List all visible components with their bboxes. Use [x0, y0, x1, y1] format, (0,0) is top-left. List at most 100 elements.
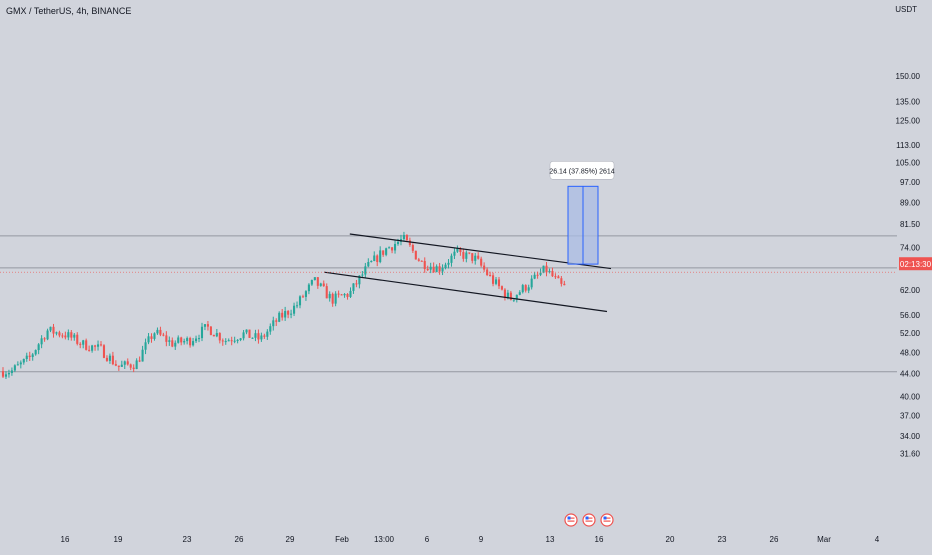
candle-body	[284, 311, 287, 318]
candle-body	[530, 278, 533, 288]
price-tick-label: 48.00	[900, 348, 921, 357]
candle-body	[307, 284, 310, 292]
price-tick-label: 74.00	[900, 243, 921, 252]
candle-body	[328, 293, 331, 299]
candle-body	[135, 360, 138, 370]
candle-body	[108, 355, 111, 361]
candle-body	[227, 340, 230, 342]
candle-body	[310, 280, 313, 285]
candle-body	[367, 262, 370, 267]
channel-upper-trendline[interactable]	[349, 233, 612, 270]
candle-body	[79, 343, 82, 345]
candle-body	[444, 264, 447, 269]
candle-body	[28, 355, 31, 358]
candle-body	[361, 274, 364, 276]
candle-body	[209, 326, 212, 335]
candle-body	[114, 364, 117, 366]
candle-body	[420, 260, 423, 262]
candle-body	[304, 291, 307, 297]
candle-body	[239, 338, 242, 340]
candle-body	[91, 345, 94, 351]
candle-body	[165, 335, 168, 342]
candle-body	[206, 324, 209, 327]
flag-us-icon[interactable]	[600, 513, 614, 527]
candle-body	[215, 333, 218, 337]
candle-body	[46, 330, 49, 340]
price-tick-label: 125.00	[896, 116, 921, 125]
candle-body	[218, 333, 221, 341]
candle-body	[141, 349, 144, 362]
price-tick-label: 62.00	[900, 286, 921, 295]
countdown-label: 02:13:30	[900, 260, 932, 269]
channel-lower-trendline[interactable]	[324, 271, 608, 313]
candle-body	[242, 332, 245, 339]
candle-body	[102, 345, 106, 358]
candle-body	[379, 250, 382, 263]
candle-body	[224, 341, 227, 343]
candle-body	[266, 331, 269, 337]
candle-body	[19, 362, 22, 365]
candle-body	[316, 277, 319, 286]
candle-body	[171, 340, 174, 347]
candle-body	[560, 278, 563, 284]
candle-body	[120, 364, 123, 367]
candle-body	[245, 329, 248, 333]
measure-label-box	[549, 161, 615, 180]
candle-body	[471, 253, 474, 261]
candle-body	[521, 285, 524, 293]
candle-body	[25, 355, 28, 360]
time-tick-label: 13	[546, 535, 555, 544]
time-tick-label: 9	[479, 535, 484, 544]
candle-body	[263, 335, 266, 337]
candle-body	[563, 283, 566, 286]
candle-body	[82, 340, 85, 345]
candle-body	[340, 294, 343, 296]
candle-body	[70, 332, 73, 338]
candle-body	[396, 241, 400, 245]
time-tick-label: Mar	[817, 535, 831, 544]
candle-body	[385, 248, 388, 255]
flag-us-icon[interactable]	[582, 513, 596, 527]
candle-body	[183, 341, 186, 343]
candle-body	[150, 336, 153, 339]
candle-body	[456, 248, 459, 252]
time-tick-label: 16	[61, 535, 70, 544]
candle-body	[512, 299, 515, 301]
candle-body	[85, 340, 88, 350]
candle-body	[343, 294, 346, 296]
candle-body	[334, 293, 337, 304]
candle-body	[248, 329, 251, 338]
candle-body	[393, 244, 397, 251]
candle-body	[269, 326, 272, 332]
candle-body	[494, 279, 498, 284]
price-tick-label: 105.00	[896, 159, 921, 168]
candle-body	[402, 234, 405, 240]
candle-body	[417, 259, 420, 261]
flag-stripe	[567, 517, 575, 519]
candle-body	[272, 320, 275, 327]
flag-us-icon[interactable]	[564, 513, 578, 527]
price-tick-label: 40.00	[900, 392, 921, 401]
flag-canton	[585, 516, 589, 520]
candle-body	[34, 350, 37, 355]
candle-body	[429, 266, 432, 270]
candle-body	[153, 333, 156, 339]
price-tick-label: 97.00	[900, 178, 921, 187]
time-tick-label: 6	[425, 535, 430, 544]
candle-body	[156, 329, 159, 334]
candle-body	[99, 344, 103, 346]
candle-body	[346, 294, 349, 297]
candle-body	[459, 248, 462, 253]
price-axis-currency: USDT	[895, 5, 917, 14]
flag-stripe	[585, 517, 593, 519]
candle-body	[123, 361, 126, 365]
candle-body	[230, 340, 233, 342]
candle-body	[477, 255, 480, 259]
price-tick-label: 34.00	[900, 432, 921, 441]
price-tick-label: 56.00	[900, 311, 921, 320]
time-tick-label: 29	[286, 535, 295, 544]
candle-body	[7, 373, 10, 375]
candle-body	[61, 335, 64, 337]
